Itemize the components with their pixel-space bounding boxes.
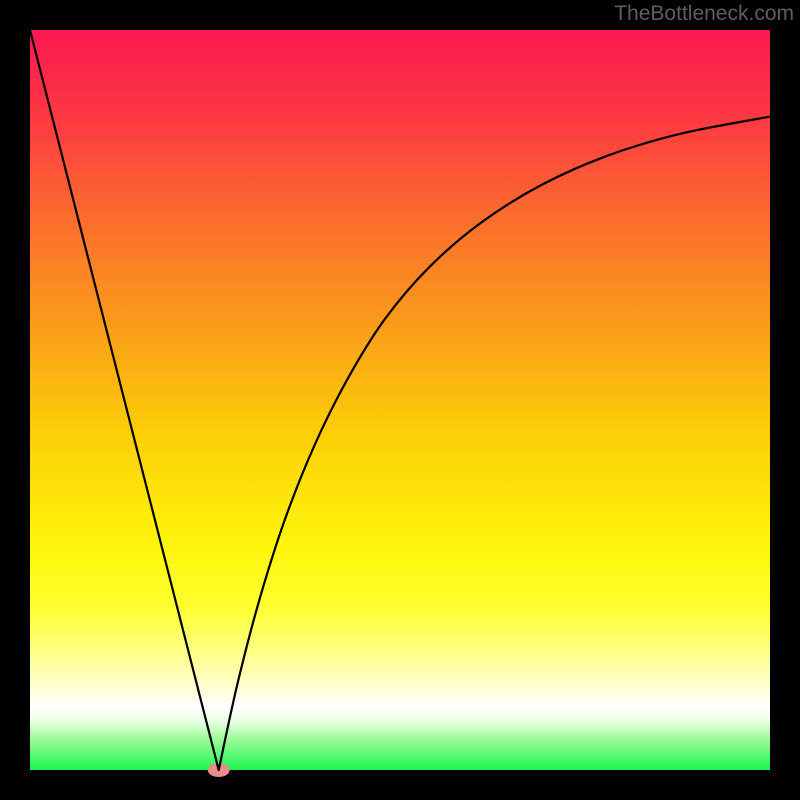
chart-svg xyxy=(0,0,800,800)
plot-background xyxy=(30,30,770,770)
watermark-text: TheBottleneck.com xyxy=(614,2,794,26)
chart-container: TheBottleneck.com xyxy=(0,0,800,800)
